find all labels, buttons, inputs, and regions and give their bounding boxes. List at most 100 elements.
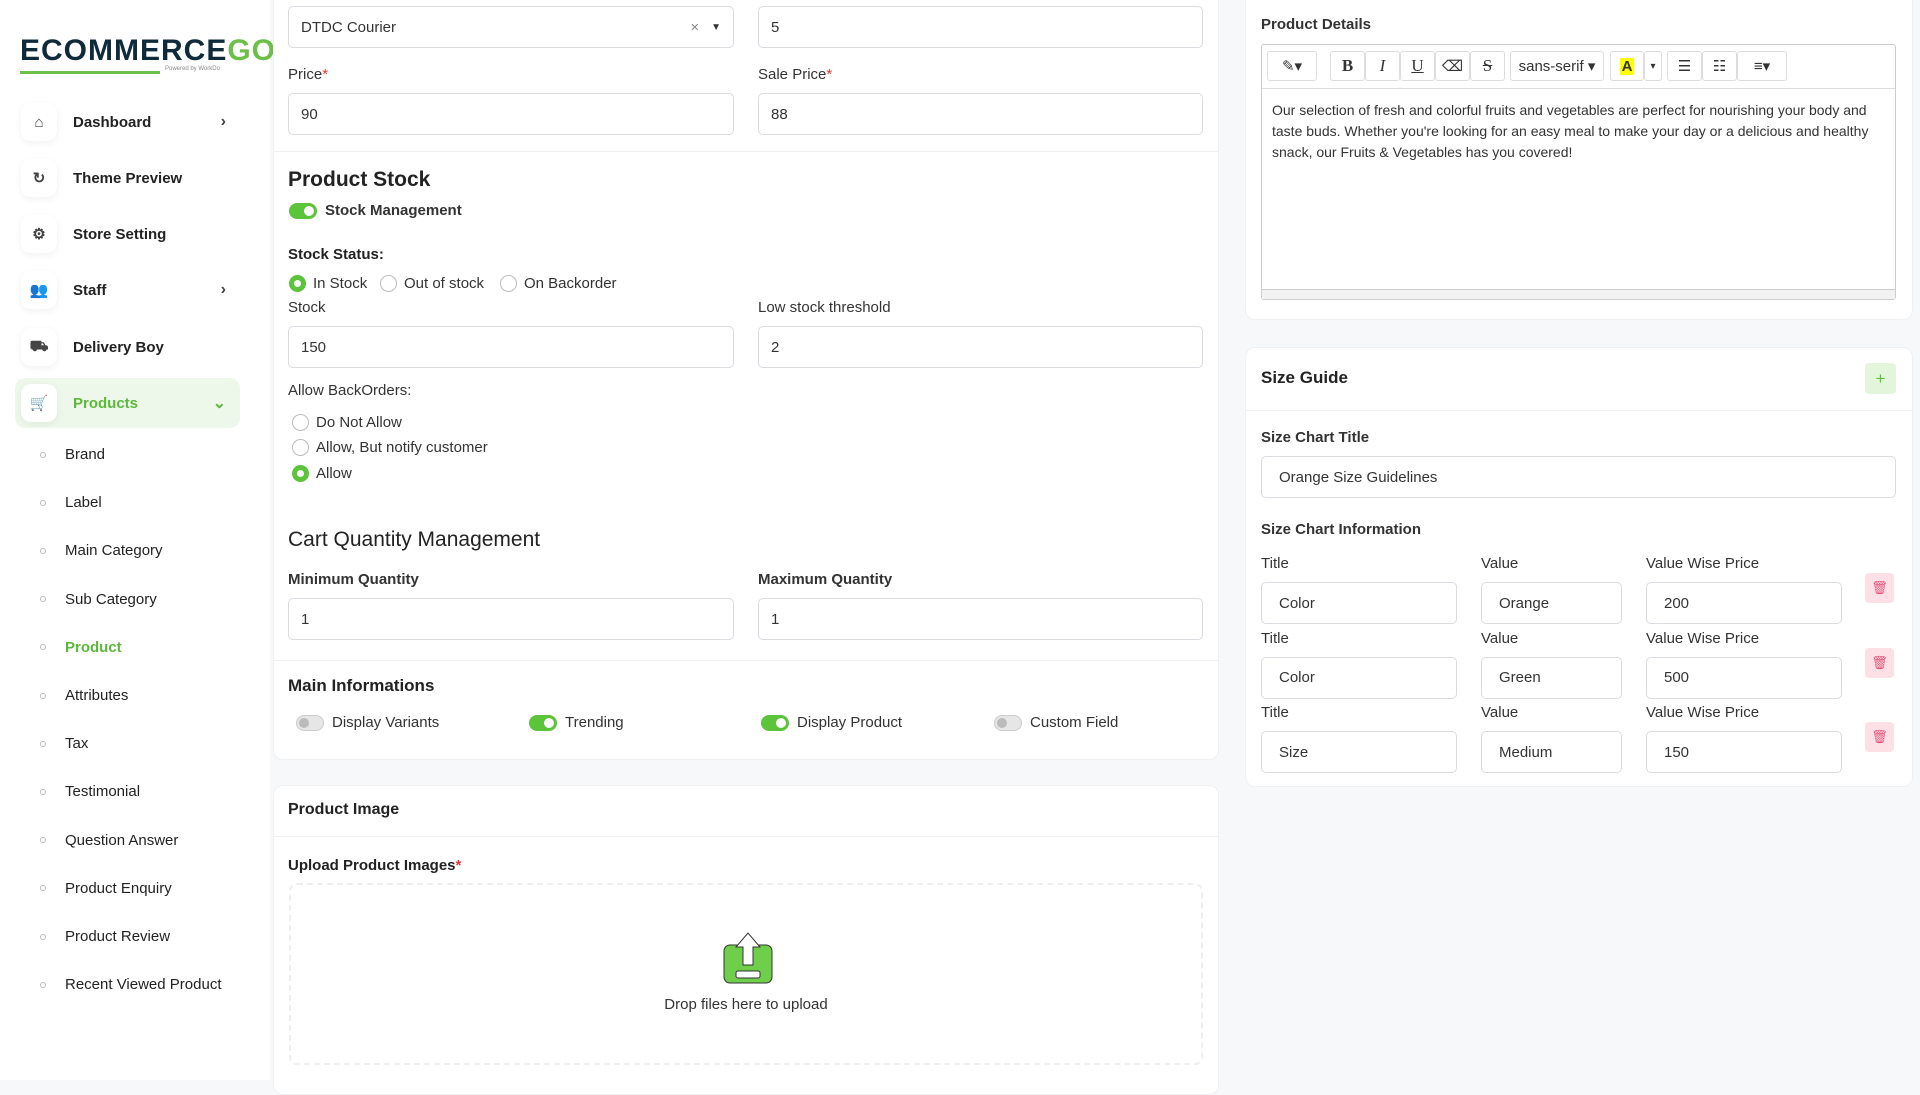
sidebar-subitem-recent-viewed-product[interactable]: Recent Viewed Product	[40, 976, 221, 993]
size-row-value-input[interactable]: Green	[1481, 656, 1622, 699]
clear-icon[interactable]: ×	[690, 18, 700, 36]
stock-status-label: Stock Status:	[288, 246, 384, 263]
size-guide-heading: Size Guide	[1261, 368, 1348, 387]
bullet-list-button[interactable]: ☰	[1667, 51, 1702, 81]
bold-button[interactable]: B	[1330, 51, 1365, 81]
row-value-label: Value	[1481, 555, 1519, 572]
chevron-right-icon: ›	[220, 281, 226, 298]
row-price-label: Value Wise Price	[1646, 704, 1760, 721]
divider	[273, 660, 1219, 661]
stock-input[interactable]: 150	[288, 326, 734, 368]
divider	[273, 151, 1219, 152]
radio-out-of-stock[interactable]: Out of stock	[380, 275, 484, 292]
gear-icon: ⚙	[21, 215, 57, 253]
editor-content[interactable]: Our selection of fresh and colorful frui…	[1272, 102, 1869, 160]
sidebar-item-products[interactable]: 🛒 Products ⌄	[15, 378, 240, 428]
bullet-icon	[40, 981, 46, 988]
bullet-icon	[40, 692, 46, 699]
cart-icon: 🛒	[21, 384, 57, 422]
color-dropdown-button[interactable]: ▾	[1644, 51, 1662, 81]
radio-do-not-allow[interactable]: Do Not Allow	[292, 414, 402, 431]
toggle-display-product[interactable]: Display Product	[761, 714, 902, 731]
bullet-icon	[40, 499, 46, 506]
bullet-icon	[40, 788, 46, 795]
min-quantity-label: Minimum Quantity	[288, 571, 419, 588]
bullet-icon	[40, 740, 46, 747]
align-button[interactable]: ≡▾	[1737, 51, 1787, 81]
eraser-icon[interactable]: ⌫	[1435, 51, 1470, 81]
bullet-icon	[40, 837, 46, 844]
chevron-right-icon: ›	[220, 113, 226, 130]
strikethrough-button[interactable]: S	[1470, 51, 1505, 81]
toggle-display-variants[interactable]: Display Variants	[296, 714, 439, 731]
sidebar-subitem-product[interactable]: Product	[40, 639, 122, 656]
sidebar-item-store-setting[interactable]: ⚙ Store Setting	[15, 209, 240, 259]
underline-button[interactable]: U	[1400, 51, 1435, 81]
size-row-value-input[interactable]: Orange	[1481, 582, 1622, 624]
sidebar-subitem-product-enquiry[interactable]: Product Enquiry	[40, 880, 172, 897]
logo-underline	[20, 71, 160, 74]
size-row-value-input[interactable]: Medium	[1481, 731, 1622, 773]
stock-management-toggle[interactable]: Stock Management	[289, 202, 462, 219]
sidebar-subitem-brand[interactable]: Brand	[40, 446, 105, 463]
min-quantity-input[interactable]: 1	[288, 598, 734, 640]
price-label: Price*	[288, 66, 329, 83]
delete-row-button[interactable]: 🗑	[1865, 647, 1894, 678]
shipping-value-input[interactable]: 5	[758, 6, 1203, 48]
numbered-list-button[interactable]: ☷	[1702, 51, 1737, 81]
row-value-label: Value	[1481, 704, 1519, 721]
sidebar-subitem-product-review[interactable]: Product Review	[40, 928, 170, 945]
drop-text: Drop files here to upload	[664, 996, 828, 1013]
sidebar-item-staff[interactable]: 👥 Staff ›	[15, 265, 240, 315]
italic-button[interactable]: I	[1365, 51, 1400, 81]
sidebar-subitem-tax[interactable]: Tax	[40, 735, 88, 752]
sale-price-input[interactable]: 88	[758, 93, 1203, 135]
sidebar-subitem-testimonial[interactable]: Testimonial	[40, 783, 140, 800]
sidebar-subitem-label[interactable]: Label	[40, 494, 102, 511]
truck-icon: ⛟	[21, 328, 57, 366]
logo: ECOMMERCEGO	[20, 34, 277, 67]
sidebar-item-theme-preview[interactable]: ↻ Theme Preview	[15, 153, 240, 203]
sidebar-subitem-question-answer[interactable]: Question Answer	[40, 832, 178, 849]
stock-label: Stock	[288, 299, 326, 316]
courier-select[interactable]: DTDC Courier × ▼	[288, 6, 734, 48]
rich-text-editor: ✎▾ B I U ⌫ S sans-serif ▾ A ▾ ☰ ☷ ≡▾ Our…	[1261, 44, 1896, 300]
delete-row-button[interactable]: 🗑	[1865, 722, 1894, 752]
price-input[interactable]: 90	[288, 93, 734, 135]
size-chart-title-input[interactable]: Orange Size Guidelines	[1261, 456, 1896, 498]
max-quantity-input[interactable]: 1	[758, 598, 1203, 640]
sale-price-label: Sale Price*	[758, 66, 833, 83]
sidebar-subitem-attributes[interactable]: Attributes	[40, 687, 128, 704]
size-row-title-input[interactable]: Color	[1261, 582, 1457, 624]
text-color-button[interactable]: A	[1610, 51, 1644, 81]
dropzone[interactable]: Drop files here to upload	[289, 883, 1203, 1065]
sidebar-item-dashboard[interactable]: ⌂ Dashboard ›	[15, 97, 240, 147]
font-family-select[interactable]: sans-serif ▾	[1510, 51, 1604, 81]
toggle-custom-field[interactable]: Custom Field	[994, 714, 1118, 731]
size-row-title-input[interactable]: Size	[1261, 731, 1457, 773]
product-stock-heading: Product Stock	[288, 168, 431, 191]
editor-resize-handle[interactable]	[1262, 289, 1895, 299]
sidebar-subitem-main-category[interactable]: Main Category	[40, 542, 163, 559]
bullet-icon	[40, 885, 46, 892]
home-icon: ⌂	[21, 103, 57, 141]
size-row-price-input[interactable]: 150	[1646, 731, 1842, 773]
size-row-price-input[interactable]: 200	[1646, 582, 1842, 624]
add-size-button[interactable]: +	[1865, 363, 1896, 394]
sidebar-item-delivery-boy[interactable]: ⛟ Delivery Boy	[15, 322, 240, 372]
row-title-label: Title	[1261, 629, 1289, 647]
magic-style-button[interactable]: ✎▾	[1267, 51, 1317, 81]
size-row-price-input[interactable]: 500	[1646, 656, 1842, 699]
threshold-input[interactable]: 2	[758, 326, 1203, 368]
size-row-title-input[interactable]: Color	[1261, 656, 1457, 699]
delete-row-button[interactable]: 🗑	[1865, 573, 1894, 603]
row-value-label: Value	[1481, 629, 1519, 647]
radio-on-backorder[interactable]: On Backorder	[500, 275, 617, 292]
radio-in-stock[interactable]: In Stock	[289, 275, 367, 292]
toggle-trending[interactable]: Trending	[529, 714, 624, 731]
divider	[1245, 410, 1913, 411]
radio-allow-notify[interactable]: Allow, But notify customer	[292, 439, 488, 456]
chevron-down-icon: ⌄	[212, 395, 226, 412]
radio-allow[interactable]: Allow	[292, 465, 352, 482]
sidebar-subitem-sub-category[interactable]: Sub Category	[40, 591, 157, 608]
